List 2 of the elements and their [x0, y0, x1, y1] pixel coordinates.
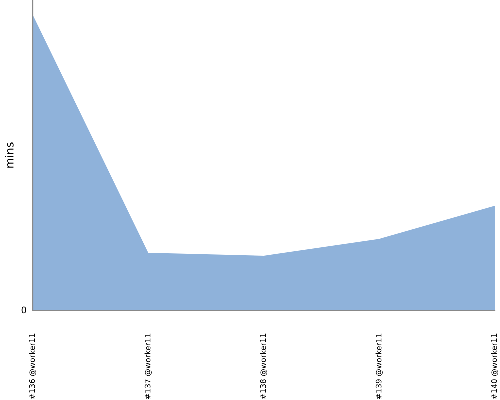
y-axis-title: mins	[5, 142, 14, 168]
text: 0	[22, 306, 26, 314]
